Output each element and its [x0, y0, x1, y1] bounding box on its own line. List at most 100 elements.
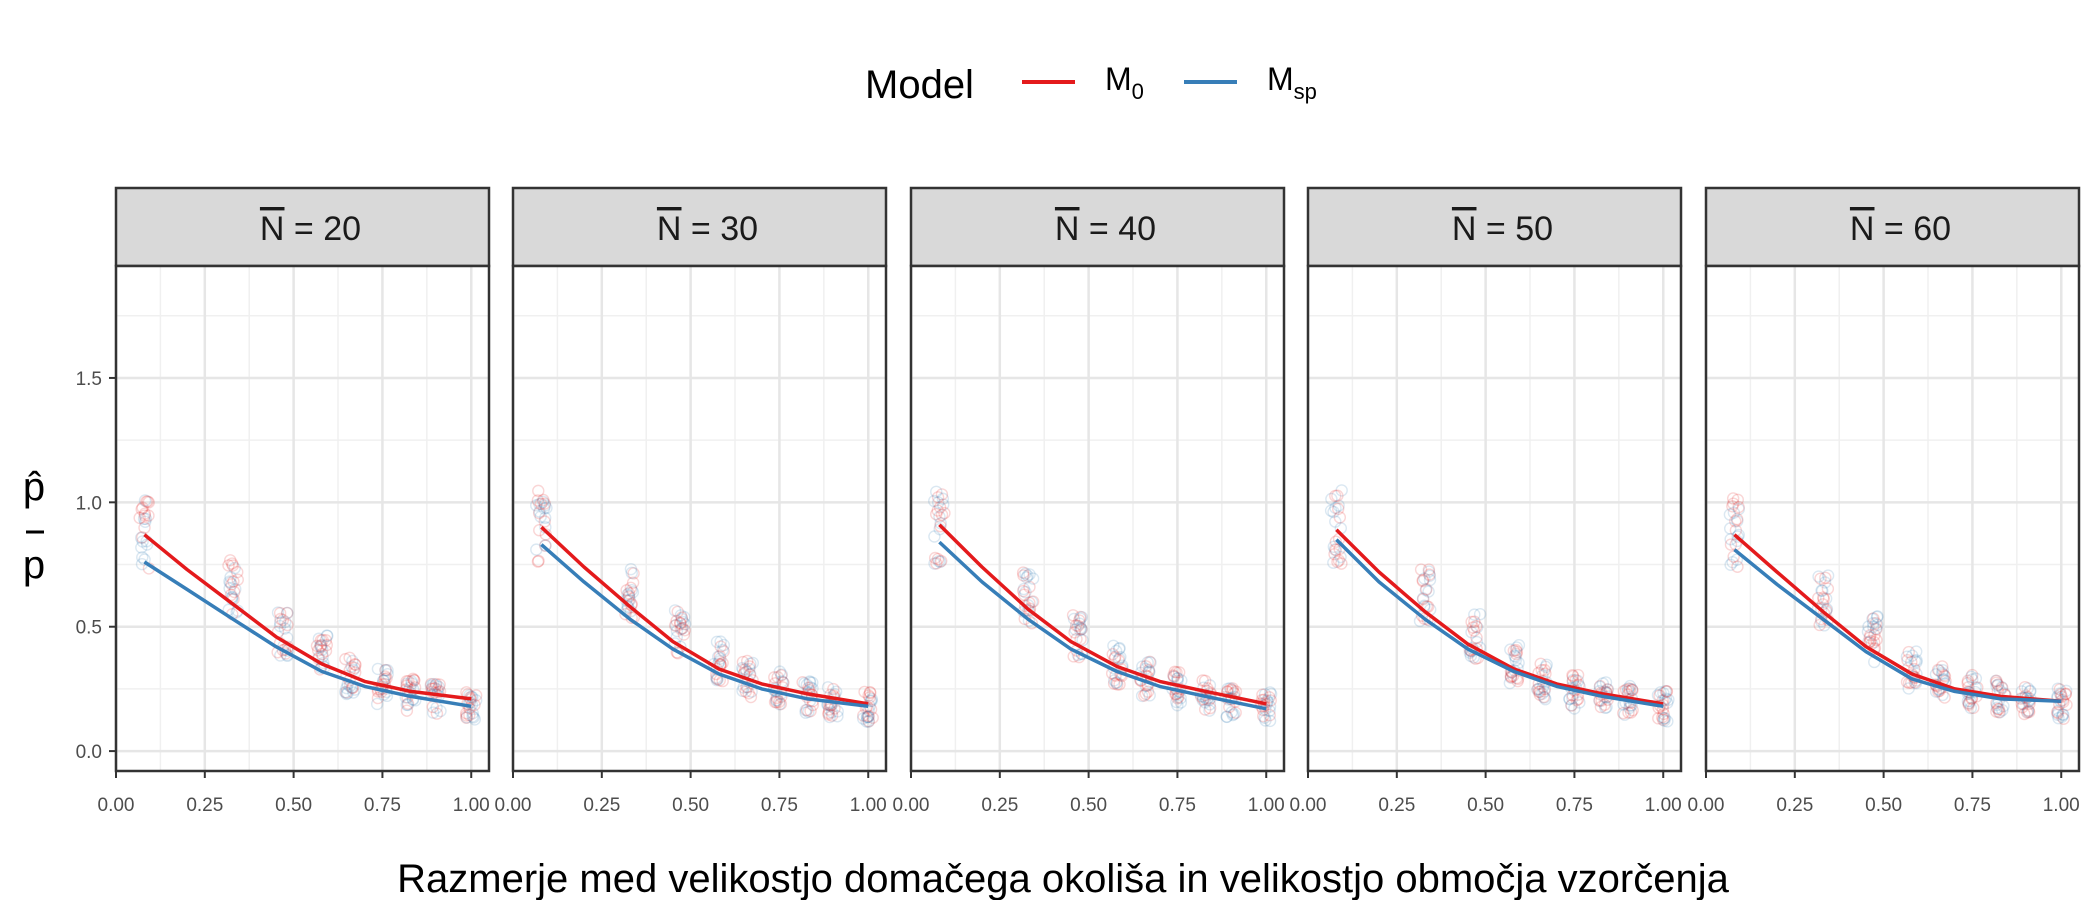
scatter-point [530, 543, 543, 556]
scatter-point [827, 682, 840, 696]
scatter-point [1197, 692, 1210, 706]
scatter-point [823, 698, 836, 712]
scatter-point [319, 644, 333, 658]
scatter-point [1566, 670, 1580, 683]
scatter-point [281, 618, 294, 632]
scatter-point [1466, 621, 1480, 634]
scatter-point [1470, 631, 1483, 644]
facet-strip [1704, 186, 2081, 268]
scatter-point [1512, 639, 1526, 652]
scatter-point [273, 606, 287, 620]
scatter-point [433, 678, 446, 691]
scatter-point [1414, 563, 1428, 576]
scatter-point [1142, 663, 1156, 677]
scatter-point [1869, 622, 1883, 635]
scatter-point [622, 590, 636, 603]
x-axis-title: Razmerje med velikostjo domačega okoliša… [397, 857, 1729, 900]
scatter-point [1656, 713, 1670, 726]
facet-panels: N = 200.00 0.25 0.50 0.75 1.000.00.51.01.5N … [76, 186, 2081, 816]
scatter-point [406, 672, 420, 686]
scatter-point [1623, 701, 1636, 715]
scatter-point [1990, 701, 2004, 715]
scatter-point [1067, 612, 1081, 626]
scatter-point [426, 706, 440, 719]
scatter-point [799, 706, 812, 719]
series-line-m0 [1335, 528, 1664, 706]
scatter-point [933, 510, 946, 523]
scatter-point [271, 606, 285, 619]
scatter-point [273, 619, 287, 633]
scatter-point [717, 645, 730, 658]
scatter-point [865, 694, 878, 708]
scatter-point [1821, 569, 1835, 582]
scatter-point [531, 555, 545, 568]
scatter-point [1991, 678, 2005, 691]
scatter-point [538, 499, 552, 512]
scatter-point [1473, 607, 1487, 621]
scatter-point [800, 678, 814, 691]
scatter-point [1535, 663, 1548, 677]
scatter-point [1071, 619, 1085, 633]
scatter-point [1138, 689, 1151, 702]
facet-panel: N = 40 0.00 0.25 0.50 0.75 1.00 [893, 186, 1286, 816]
scatter-point [1538, 663, 1551, 677]
scatter-point [626, 576, 640, 589]
scatter-point [1990, 674, 2003, 688]
scatter-point [1990, 679, 2003, 693]
scatter-point [1866, 617, 1880, 630]
scatter-point [1658, 694, 1671, 707]
scatter-point [314, 634, 328, 647]
scatter-point [1902, 645, 1915, 659]
scatter-point [1263, 704, 1276, 717]
scatter-point [1724, 533, 1737, 546]
scatter-point [1110, 644, 1123, 658]
scatter-point [1074, 632, 1087, 646]
scatter-point [1465, 626, 1478, 639]
scatter-point [2057, 712, 2070, 725]
facet-strip-label: N = 40 [1055, 210, 1156, 248]
scatter-point [1332, 554, 1346, 567]
scatter-point [430, 707, 444, 720]
facet-panel: N = 50 0.00 0.25 0.50 0.75 1.00 [1290, 186, 1683, 816]
scatter-point [744, 657, 757, 670]
scatter-point [1861, 625, 1875, 638]
scatter-point [670, 624, 684, 638]
scatter-point [770, 693, 784, 707]
scatter-point [930, 508, 943, 521]
scatter-point [2052, 712, 2065, 725]
scatter-point [1022, 603, 1035, 617]
scatter-point [1025, 595, 1039, 609]
scatter-point [400, 704, 414, 717]
scatter-point [316, 650, 329, 663]
x-tick-label: 1.00 [1645, 795, 1682, 816]
scatter-point [379, 670, 392, 683]
scatter-point [1332, 499, 1345, 512]
scatter-point [1902, 682, 1915, 695]
scatter-point [1726, 500, 1739, 513]
scatter-point [279, 615, 292, 629]
scatter-point [1423, 568, 1436, 581]
scatter-point [1109, 650, 1122, 664]
scatter-point [1331, 489, 1344, 502]
scatter-point [1203, 701, 1217, 715]
scatter-point [539, 539, 552, 552]
scatter-point [1821, 582, 1835, 595]
scatter-point [424, 677, 438, 691]
scatter-point [467, 711, 480, 724]
scatter-point [768, 677, 782, 690]
scatter-point [1019, 585, 1032, 599]
scatter-point [1423, 573, 1437, 587]
scatter-point [434, 704, 447, 718]
scatter-point [1870, 623, 1883, 636]
scatter-point [405, 675, 418, 688]
scatter-point [1910, 655, 1923, 669]
scatter-point [141, 495, 154, 508]
scatter-point [2051, 691, 2064, 705]
scatter-point [1565, 699, 1578, 712]
scatter-point [320, 638, 333, 652]
scatter-point [1141, 685, 1155, 698]
panel-border [1306, 264, 1683, 773]
scatter-point [1570, 693, 1583, 707]
scatter-point [1566, 668, 1579, 682]
scatter-point [743, 662, 756, 676]
